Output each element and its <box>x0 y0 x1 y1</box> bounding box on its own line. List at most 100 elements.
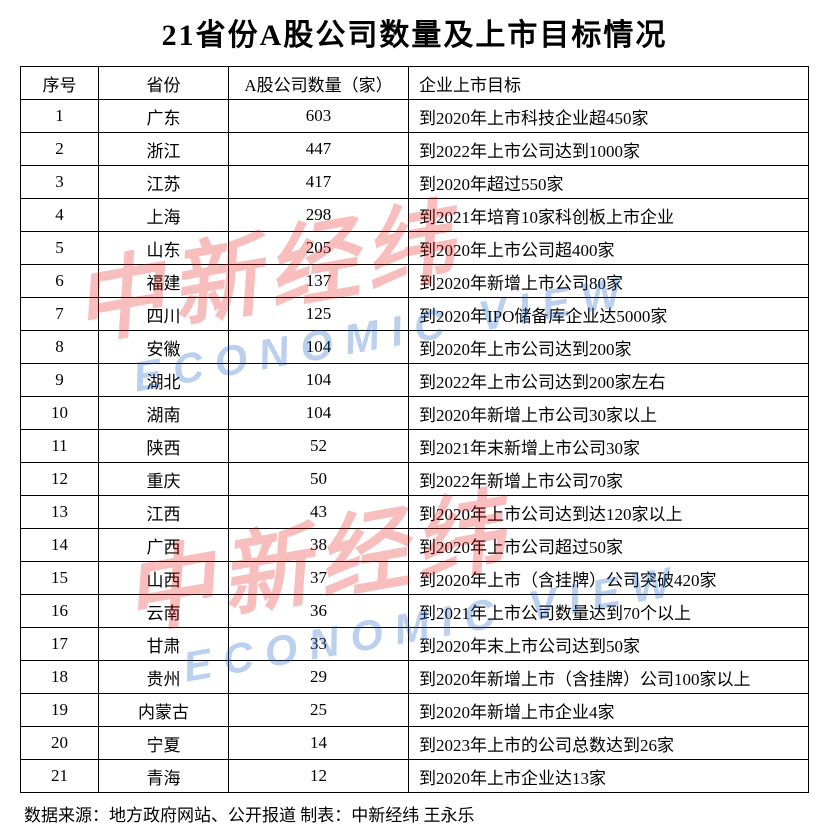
cell-target: 到2020年新增上市公司30家以上 <box>409 397 809 430</box>
col-header-seq: 序号 <box>21 67 99 100</box>
page-title: 21省份A股公司数量及上市目标情况 <box>20 10 809 54</box>
cell-count: 38 <box>229 529 409 562</box>
cell-province: 江西 <box>99 496 229 529</box>
cell-target: 到2020年IPO储备库企业达5000家 <box>409 298 809 331</box>
table-row: 21青海12到2020年上市企业达13家 <box>21 760 809 793</box>
cell-province: 江苏 <box>99 166 229 199</box>
cell-count: 37 <box>229 562 409 595</box>
table-row: 13江西43到2020年上市公司达到达120家以上 <box>21 496 809 529</box>
cell-count: 104 <box>229 331 409 364</box>
cell-count: 447 <box>229 133 409 166</box>
cell-province: 云南 <box>99 595 229 628</box>
cell-province: 福建 <box>99 265 229 298</box>
cell-seq: 17 <box>21 628 99 661</box>
cell-target: 到2022年上市公司达到200家左右 <box>409 364 809 397</box>
cell-seq: 1 <box>21 100 99 133</box>
cell-count: 417 <box>229 166 409 199</box>
cell-province: 贵州 <box>99 661 229 694</box>
table-row: 11陕西52到2021年末新增上市公司30家 <box>21 430 809 463</box>
table-row: 6福建137到2020年新增上市公司80家 <box>21 265 809 298</box>
table-row: 16云南36到2021年上市公司数量达到70个以上 <box>21 595 809 628</box>
cell-target: 到2020年上市企业达13家 <box>409 760 809 793</box>
cell-province: 浙江 <box>99 133 229 166</box>
cell-count: 29 <box>229 661 409 694</box>
cell-province: 重庆 <box>99 463 229 496</box>
table-row: 15山西37到2020年上市（含挂牌）公司突破420家 <box>21 562 809 595</box>
cell-target: 到2022年新增上市公司70家 <box>409 463 809 496</box>
cell-province: 安徽 <box>99 331 229 364</box>
col-header-province: 省份 <box>99 67 229 100</box>
cell-province: 山东 <box>99 232 229 265</box>
cell-target: 到2020年上市公司达到达120家以上 <box>409 496 809 529</box>
cell-province: 湖北 <box>99 364 229 397</box>
cell-province: 甘肃 <box>99 628 229 661</box>
cell-target: 到2020年末上市公司达到50家 <box>409 628 809 661</box>
cell-seq: 5 <box>21 232 99 265</box>
cell-count: 125 <box>229 298 409 331</box>
cell-target: 到2020年上市（含挂牌）公司突破420家 <box>409 562 809 595</box>
cell-count: 137 <box>229 265 409 298</box>
cell-target: 到2020年超过550家 <box>409 166 809 199</box>
cell-seq: 6 <box>21 265 99 298</box>
data-source-footer: 数据来源：地方政府网站、公开报道 制表：中新经纬 王永乐 <box>20 801 809 826</box>
cell-count: 298 <box>229 199 409 232</box>
cell-target: 到2020年上市科技企业超450家 <box>409 100 809 133</box>
table-header-row: 序号 省份 A股公司数量（家） 企业上市目标 <box>21 67 809 100</box>
cell-province: 内蒙古 <box>99 694 229 727</box>
table-row: 19内蒙古25到2020年新增上市企业4家 <box>21 694 809 727</box>
cell-seq: 4 <box>21 199 99 232</box>
cell-seq: 8 <box>21 331 99 364</box>
table-row: 8安徽104到2020年上市公司达到200家 <box>21 331 809 364</box>
cell-count: 104 <box>229 364 409 397</box>
cell-target: 到2020年新增上市公司80家 <box>409 265 809 298</box>
table-row: 18贵州29到2020年新增上市（含挂牌）公司100家以上 <box>21 661 809 694</box>
cell-target: 到2021年末新增上市公司30家 <box>409 430 809 463</box>
cell-count: 25 <box>229 694 409 727</box>
table-row: 14广西38到2020年上市公司超过50家 <box>21 529 809 562</box>
cell-count: 12 <box>229 760 409 793</box>
cell-seq: 9 <box>21 364 99 397</box>
cell-target: 到2021年培育10家科创板上市企业 <box>409 199 809 232</box>
cell-count: 43 <box>229 496 409 529</box>
cell-seq: 12 <box>21 463 99 496</box>
cell-count: 14 <box>229 727 409 760</box>
table-row: 17甘肃33到2020年末上市公司达到50家 <box>21 628 809 661</box>
cell-seq: 15 <box>21 562 99 595</box>
cell-seq: 19 <box>21 694 99 727</box>
cell-count: 104 <box>229 397 409 430</box>
cell-target: 到2020年新增上市企业4家 <box>409 694 809 727</box>
table-row: 12重庆50到2022年新增上市公司70家 <box>21 463 809 496</box>
cell-seq: 2 <box>21 133 99 166</box>
cell-target: 到2023年上市的公司总数达到26家 <box>409 727 809 760</box>
cell-province: 陕西 <box>99 430 229 463</box>
cell-seq: 21 <box>21 760 99 793</box>
col-header-target: 企业上市目标 <box>409 67 809 100</box>
cell-target: 到2020年上市公司超过50家 <box>409 529 809 562</box>
table-row: 5山东205到2020年上市公司超400家 <box>21 232 809 265</box>
table-row: 7四川125到2020年IPO储备库企业达5000家 <box>21 298 809 331</box>
cell-count: 603 <box>229 100 409 133</box>
cell-count: 36 <box>229 595 409 628</box>
cell-seq: 20 <box>21 727 99 760</box>
cell-count: 205 <box>229 232 409 265</box>
cell-province: 青海 <box>99 760 229 793</box>
table-row: 3江苏417到2020年超过550家 <box>21 166 809 199</box>
cell-count: 52 <box>229 430 409 463</box>
cell-target: 到2021年上市公司数量达到70个以上 <box>409 595 809 628</box>
cell-target: 到2020年新增上市（含挂牌）公司100家以上 <box>409 661 809 694</box>
cell-target: 到2020年上市公司达到200家 <box>409 331 809 364</box>
cell-province: 山西 <box>99 562 229 595</box>
cell-count: 50 <box>229 463 409 496</box>
table-row: 20宁夏14到2023年上市的公司总数达到26家 <box>21 727 809 760</box>
cell-count: 33 <box>229 628 409 661</box>
cell-province: 四川 <box>99 298 229 331</box>
cell-seq: 13 <box>21 496 99 529</box>
table-row: 1广东603到2020年上市科技企业超450家 <box>21 100 809 133</box>
cell-seq: 3 <box>21 166 99 199</box>
data-table: 序号 省份 A股公司数量（家） 企业上市目标 1广东603到2020年上市科技企… <box>20 66 809 793</box>
cell-seq: 16 <box>21 595 99 628</box>
cell-province: 广西 <box>99 529 229 562</box>
cell-province: 宁夏 <box>99 727 229 760</box>
cell-seq: 7 <box>21 298 99 331</box>
table-row: 4上海298到2021年培育10家科创板上市企业 <box>21 199 809 232</box>
